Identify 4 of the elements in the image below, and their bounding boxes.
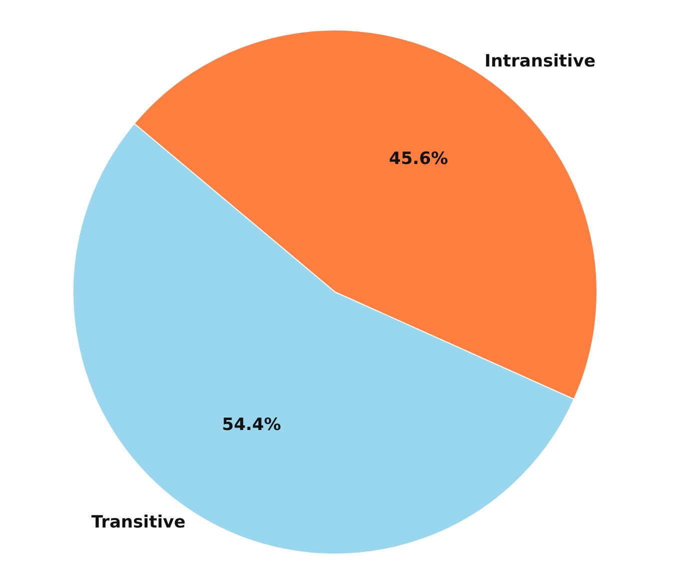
data-label: 45.6% <box>388 148 448 169</box>
data-label: 54.4% <box>222 415 282 436</box>
slice-label: Intransitive <box>484 52 596 72</box>
slice-label: Transitive <box>91 512 186 532</box>
